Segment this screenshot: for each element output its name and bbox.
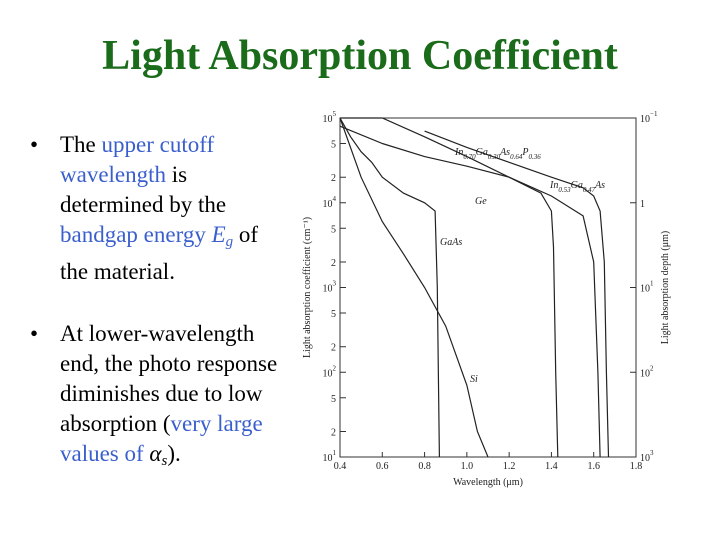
x-tick-label: 1.4 (545, 461, 558, 472)
y-tick-label: 2 (331, 258, 336, 269)
y-right-tick-label: 102 (640, 364, 654, 379)
slide-title: Light Absorption Coefficient (102, 33, 618, 79)
x-tick-label: 0.6 (376, 461, 389, 472)
series-label: Ge (475, 196, 487, 207)
y-right-axis-label: Light absorption depth (μm) (660, 231, 671, 344)
x-axis-label: Wavelength (μm) (453, 477, 523, 488)
x-tick-label: 0.8 (418, 461, 431, 472)
y-tick-label: 5 (331, 224, 336, 235)
symbol-subscript-s: s (161, 453, 168, 469)
plot-frame (339, 117, 637, 458)
y-right-tick-label: 101 (640, 280, 654, 295)
highlight-segment: very large (170, 411, 263, 436)
bullet-cutoff: • The upper cutoff wavelength is determi… (30, 130, 280, 287)
highlight-segment: bandgap energy (60, 222, 212, 247)
x-tick-label: 1.6 (587, 461, 600, 472)
y-tick-label: 103 (323, 280, 337, 295)
x-tick-label: 1.8 (630, 461, 643, 472)
y-right-tick-label: 103 (640, 449, 654, 464)
y-tick-label: 105 (323, 110, 337, 125)
y-tick-label: 2 (331, 343, 336, 354)
series-line (339, 117, 440, 458)
y-right-tick-label: 1 (640, 199, 645, 210)
text-segment: The (60, 132, 102, 157)
text-segment: ). (167, 441, 181, 466)
symbol-subscript-g: g (225, 234, 234, 250)
y-tick-label: 5 (331, 309, 336, 320)
series-line (339, 125, 559, 458)
y-right-tick-label: 10−1 (640, 110, 658, 125)
bullet-low-wavelength: • At lower-wavelength end, the photo res… (30, 319, 280, 476)
x-tick-label: 0.4 (334, 461, 347, 472)
text-segment: is determined by the (60, 162, 227, 217)
y-tick-label: 5 (331, 394, 336, 405)
series-label: GaAs (440, 237, 462, 248)
highlight-segment: upper cutoff wavelength (60, 132, 215, 187)
bullet-list: • The upper cutoff wavelength is determi… (30, 130, 280, 510)
series-label: Si (470, 374, 478, 385)
series-label: In0.53Ga0.47As (549, 180, 605, 194)
text-segment: of the material. (60, 222, 259, 284)
x-tick-label: 1.0 (461, 461, 474, 472)
series-line (340, 117, 601, 458)
y-tick-label: 5 (331, 140, 336, 151)
bullet-marker: • (30, 132, 39, 157)
y-axis-label: Light absorption coefficient (cm⁻¹) (302, 217, 313, 358)
series-line (424, 130, 610, 458)
y-tick-label: 102 (323, 364, 337, 379)
series-line (339, 117, 489, 458)
symbol-alpha: α (149, 441, 162, 466)
y-tick-label: 2 (331, 173, 336, 184)
series-label: In0.70Ga0.30As0.64P0.36 (454, 147, 541, 161)
y-tick-label: 2 (331, 427, 336, 438)
x-tick-label: 1.2 (503, 461, 515, 472)
text-segment: At lower-wavelength end, the photo respo… (60, 321, 278, 436)
highlight-segment: values of (60, 441, 150, 466)
symbol-E: E (211, 222, 226, 247)
absorption-chart-svg: 0.4 0.6 0.8 1.0 1.2 1.4 1.6 1.8 101 2 5 102 2 5 103 2 5 1… (302, 110, 671, 488)
y-tick-label: 104 (323, 195, 337, 210)
absorption-chart: 0.4 0.6 0.8 1.0 1.2 1.4 1.6 1.8 101 2 5 102 2 5 103 2 5 1… (290, 100, 710, 500)
y-tick-label: 101 (323, 449, 337, 464)
bullet-marker: • (30, 321, 39, 346)
